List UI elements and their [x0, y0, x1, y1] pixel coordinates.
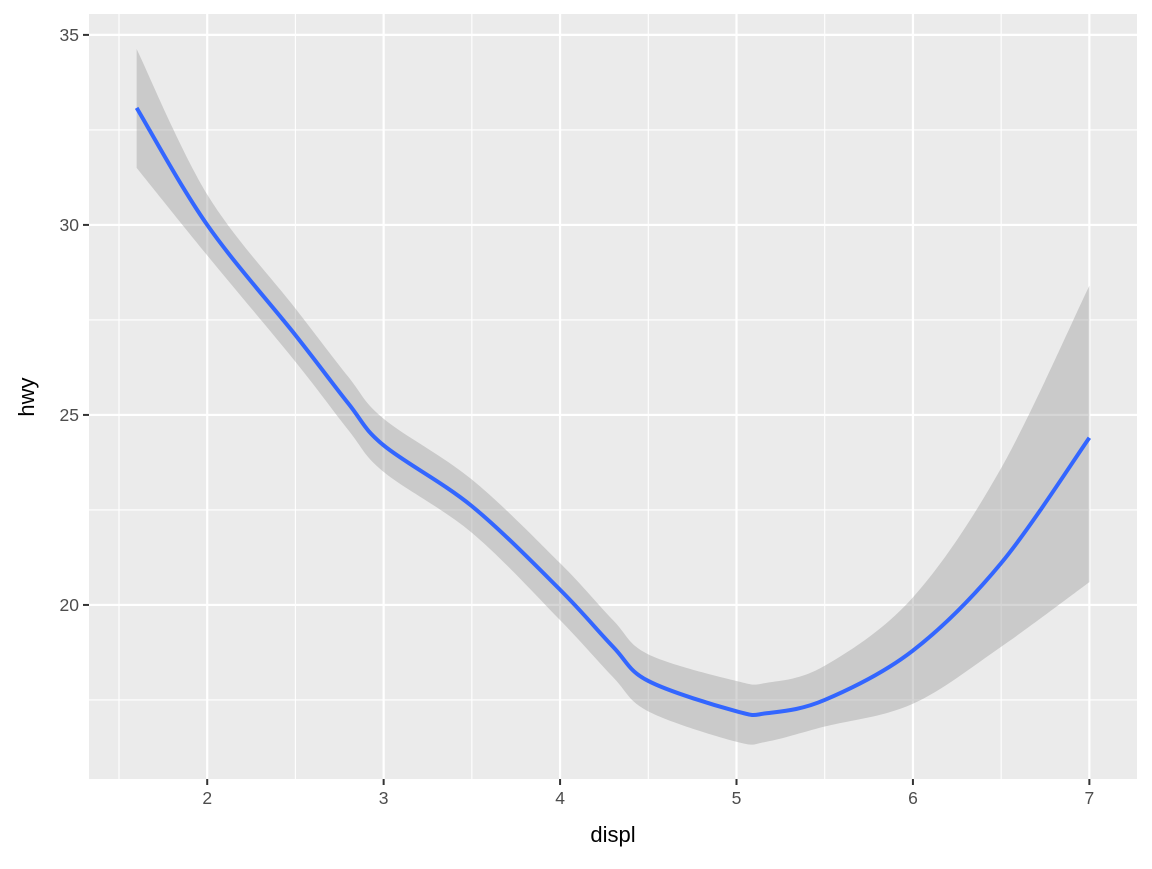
confidence-ribbon [136, 48, 1090, 745]
y-tick-label: 25 [60, 405, 79, 425]
x-tick-label: 7 [1084, 788, 1094, 808]
y-tick-label: 30 [60, 215, 80, 235]
smooth-line [134, 106, 1091, 718]
x-tick-label: 2 [202, 788, 212, 808]
minor-gridlines [89, 14, 1137, 779]
major-gridlines [89, 14, 1137, 779]
y-axis-ticks: 20 25 30 35 [60, 25, 89, 615]
x-tick-label: 3 [379, 788, 389, 808]
x-tick-label: 6 [908, 788, 918, 808]
x-axis-ticks: 2 3 4 5 6 7 [202, 779, 1094, 808]
plot-panel [89, 14, 1137, 779]
x-tick-label: 5 [732, 788, 742, 808]
x-axis-label: displ [590, 822, 635, 847]
y-axis-label: hwy [14, 377, 39, 416]
y-tick-label: 35 [60, 25, 79, 45]
y-tick-label: 20 [60, 595, 80, 615]
x-tick-label: 4 [555, 788, 565, 808]
